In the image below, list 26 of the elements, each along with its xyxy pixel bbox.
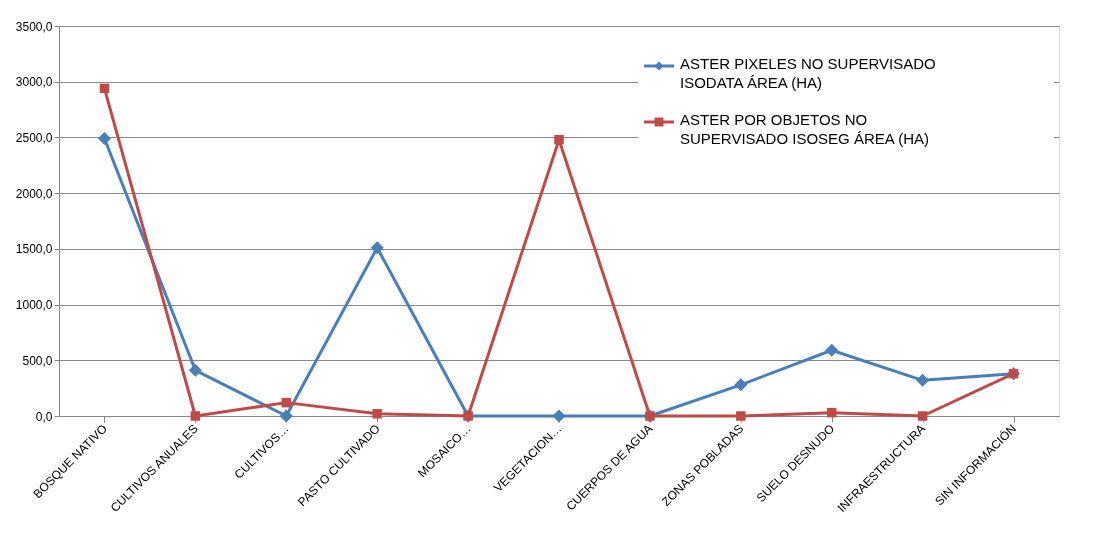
- point: [826, 407, 837, 418]
- y-tick-label: 2500,0: [15, 130, 53, 145]
- point: [370, 241, 384, 255]
- point: [734, 378, 748, 392]
- point: [825, 343, 839, 357]
- point: [190, 411, 201, 421]
- y-tick-label: 1500,0: [15, 242, 53, 257]
- point: [736, 411, 746, 421]
- y-tick-label: 3000,0: [15, 75, 53, 90]
- point: [916, 373, 930, 387]
- point: [372, 409, 382, 419]
- point: [279, 409, 293, 423]
- point: [99, 83, 110, 94]
- y-tick-label: 2000,0: [15, 186, 53, 201]
- point: [554, 134, 564, 145]
- point: [97, 132, 111, 146]
- y-tick-label: 1000,0: [15, 298, 53, 313]
- point: [188, 363, 202, 377]
- legend-label: ASTER POR OBJETOS NO SUPERVISADO ISOSEG ÁREA (HA): [680, 111, 929, 147]
- point: [281, 397, 292, 408]
- y-tick-label: 0,0: [35, 409, 53, 424]
- point: [917, 411, 928, 421]
- legend-label: ASTER PIXELES NO SUPERVISADO ISODATA ÁREA (HA): [680, 55, 936, 91]
- y-tick-label: 3500,0: [15, 19, 53, 34]
- y-tick-label: 500,0: [22, 353, 53, 368]
- point: [552, 409, 566, 423]
